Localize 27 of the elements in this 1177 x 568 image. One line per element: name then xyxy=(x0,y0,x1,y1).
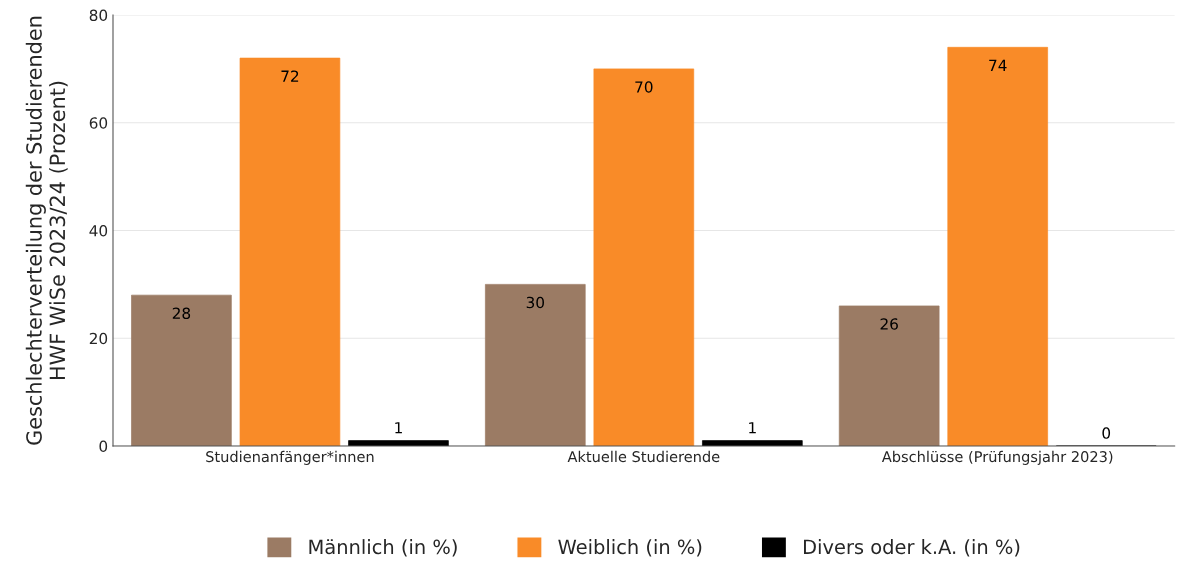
y-tick-label: 0 xyxy=(99,440,108,453)
y-tick-label: 80 xyxy=(89,9,108,22)
x-tick-label: Abschlüsse (Prüfungsjahr 2023) xyxy=(881,450,1113,465)
bar xyxy=(593,68,695,446)
y-tick-label: 60 xyxy=(89,117,108,129)
bar xyxy=(947,46,1048,446)
legend-label: Männlich (in %) xyxy=(309,539,457,557)
bar xyxy=(239,57,341,446)
bar xyxy=(838,305,940,446)
data-label: 1 xyxy=(749,422,756,434)
legend-label: Weiblich (in %) xyxy=(558,539,702,557)
bar xyxy=(485,284,586,446)
y-tick-label: 40 xyxy=(89,224,108,237)
x-tick-label: Studienanfänger*innen xyxy=(206,450,374,465)
data-label: 72 xyxy=(281,70,299,82)
data-label: 30 xyxy=(526,296,544,309)
x-tick-label: Aktuelle Studierende xyxy=(567,450,720,463)
data-label: 0 xyxy=(1102,427,1111,439)
data-label: 28 xyxy=(172,307,191,320)
y-axis-title: Geschlechterverteilung der Studierenden HWF WiSe 2023/24 (Prozent) xyxy=(25,16,68,445)
data-label: 1 xyxy=(395,422,402,434)
data-label: 74 xyxy=(989,59,1007,71)
data-label: 70 xyxy=(635,81,653,93)
data-label: 26 xyxy=(880,318,898,330)
bar xyxy=(131,294,232,446)
y-tick-label: 20 xyxy=(89,332,108,345)
legend-label: Divers oder k.A. (in %) xyxy=(804,539,1020,557)
